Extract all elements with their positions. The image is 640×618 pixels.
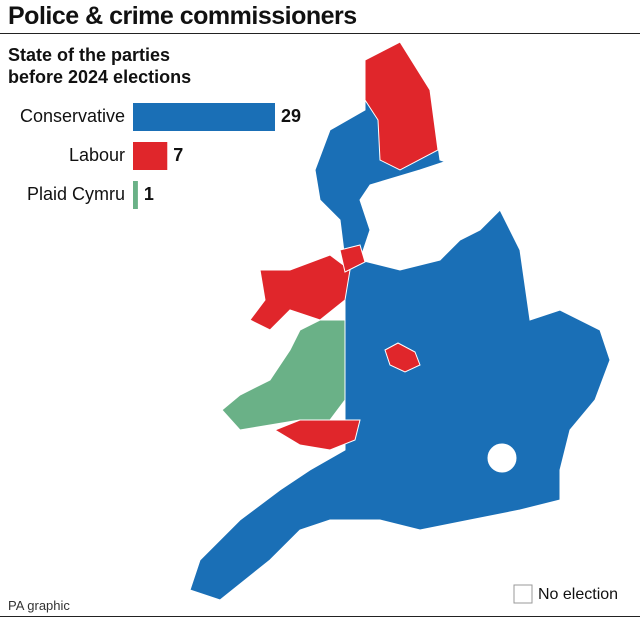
region-labour [384,342,421,373]
chart-subtitle: State of the parties before 2024 electio… [8,45,192,87]
region-labour [249,254,351,331]
chart-title: Police & crime commissioners [8,2,357,30]
value-label: 29 [281,106,301,126]
region-plaid-cymru [221,319,346,431]
category-label: Labour [69,145,125,165]
source: PA graphic [8,598,70,613]
bar [133,103,275,131]
value-label: 7 [173,145,183,165]
region-labour [273,419,361,451]
rule [0,616,640,617]
region-no-election [487,443,517,473]
region-labour [364,41,439,171]
legend-swatch [513,584,533,604]
region-labour [339,244,366,273]
category-label: Plaid Cymru [27,184,125,204]
bar [133,181,138,209]
legend-label: No election [538,586,618,603]
category-label: Conservative [20,106,125,126]
bar [133,142,168,170]
region-no-election [359,159,501,271]
rule [0,33,640,34]
map [189,41,611,601]
value-label: 1 [144,184,154,204]
